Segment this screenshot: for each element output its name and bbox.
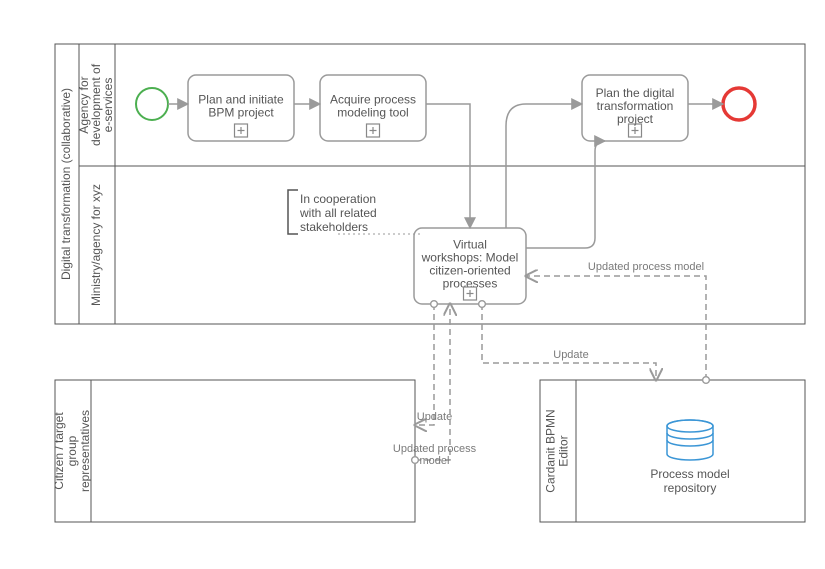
svg-text:processes: processes xyxy=(443,277,498,291)
svg-text:repository: repository xyxy=(664,481,717,495)
svg-text:Plan the digital: Plan the digital xyxy=(596,86,675,100)
svg-text:Process model: Process model xyxy=(650,467,729,481)
svg-text:Updated process: Updated process xyxy=(393,443,477,455)
svg-text:Update: Update xyxy=(417,411,452,423)
svg-text:e-services: e-services xyxy=(101,78,115,133)
svg-text:Cardanit BPMN: Cardanit BPMN xyxy=(544,409,558,492)
svg-text:Virtual: Virtual xyxy=(453,238,487,252)
svg-text:Ministry/agency for xyz: Ministry/agency for xyz xyxy=(89,184,103,306)
svg-text:Update: Update xyxy=(553,349,588,361)
datastore-icon xyxy=(667,420,713,460)
svg-text:with all related: with all related xyxy=(299,206,377,220)
bpmn-diagram: Digital transformation (collaborative)Ag… xyxy=(0,0,825,569)
svg-text:Editor: Editor xyxy=(557,435,571,466)
start-event xyxy=(136,88,168,120)
svg-text:BPM project: BPM project xyxy=(208,106,274,120)
svg-text:Digital transformation (collab: Digital transformation (collaborative) xyxy=(59,88,73,280)
svg-text:Plan and initiate: Plan and initiate xyxy=(198,93,284,107)
svg-text:Citizen / target: Citizen / target xyxy=(52,412,66,490)
svg-text:workshops: Model: workshops: Model xyxy=(421,251,519,265)
svg-text:representatives: representatives xyxy=(78,410,92,492)
svg-text:model: model xyxy=(420,455,450,467)
svg-text:group: group xyxy=(65,435,79,466)
svg-text:Acquire process: Acquire process xyxy=(330,93,416,107)
svg-text:modeling tool: modeling tool xyxy=(337,106,408,120)
pool xyxy=(540,380,805,522)
svg-text:stakeholders: stakeholders xyxy=(300,220,368,234)
svg-text:transformation: transformation xyxy=(597,99,674,113)
svg-text:In cooperation: In cooperation xyxy=(300,192,376,206)
pool xyxy=(55,380,415,522)
end-event xyxy=(723,88,755,120)
svg-text:Updated process model: Updated process model xyxy=(588,261,704,273)
svg-text:citizen-oriented: citizen-oriented xyxy=(429,264,510,278)
